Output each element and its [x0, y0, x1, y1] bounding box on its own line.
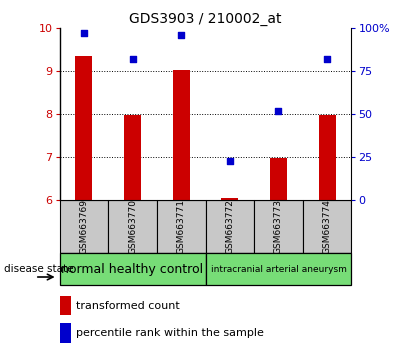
Text: intracranial arterial aneurysm: intracranial arterial aneurysm — [210, 264, 346, 274]
Point — [178, 32, 185, 38]
Bar — [157, 200, 206, 253]
Text: GSM663771: GSM663771 — [177, 199, 186, 254]
Bar — [124, 115, 141, 200]
Bar — [303, 200, 351, 253]
Bar — [75, 56, 92, 200]
Text: GSM663774: GSM663774 — [323, 199, 332, 254]
Point — [324, 56, 330, 62]
Bar — [270, 158, 287, 200]
Bar — [60, 200, 108, 253]
Point — [81, 31, 87, 36]
Point — [129, 56, 136, 62]
Text: transformed count: transformed count — [76, 301, 179, 311]
Bar — [108, 200, 157, 253]
Bar — [60, 253, 206, 285]
Bar — [60, 323, 71, 343]
Text: GDS3903 / 210002_at: GDS3903 / 210002_at — [129, 12, 282, 27]
Bar — [173, 70, 190, 200]
Bar — [254, 200, 303, 253]
Text: GSM663773: GSM663773 — [274, 199, 283, 254]
Text: percentile rank within the sample: percentile rank within the sample — [76, 328, 263, 338]
Text: normal healthy control: normal healthy control — [62, 263, 203, 275]
Text: GSM663769: GSM663769 — [79, 199, 88, 254]
Bar — [221, 198, 238, 200]
Text: GSM663770: GSM663770 — [128, 199, 137, 254]
Bar — [206, 253, 351, 285]
Point — [275, 108, 282, 114]
Text: GSM663772: GSM663772 — [225, 199, 234, 254]
Bar — [319, 115, 336, 200]
Bar — [60, 296, 71, 315]
Bar — [206, 200, 254, 253]
Text: disease state: disease state — [4, 264, 74, 274]
Point — [226, 158, 233, 163]
